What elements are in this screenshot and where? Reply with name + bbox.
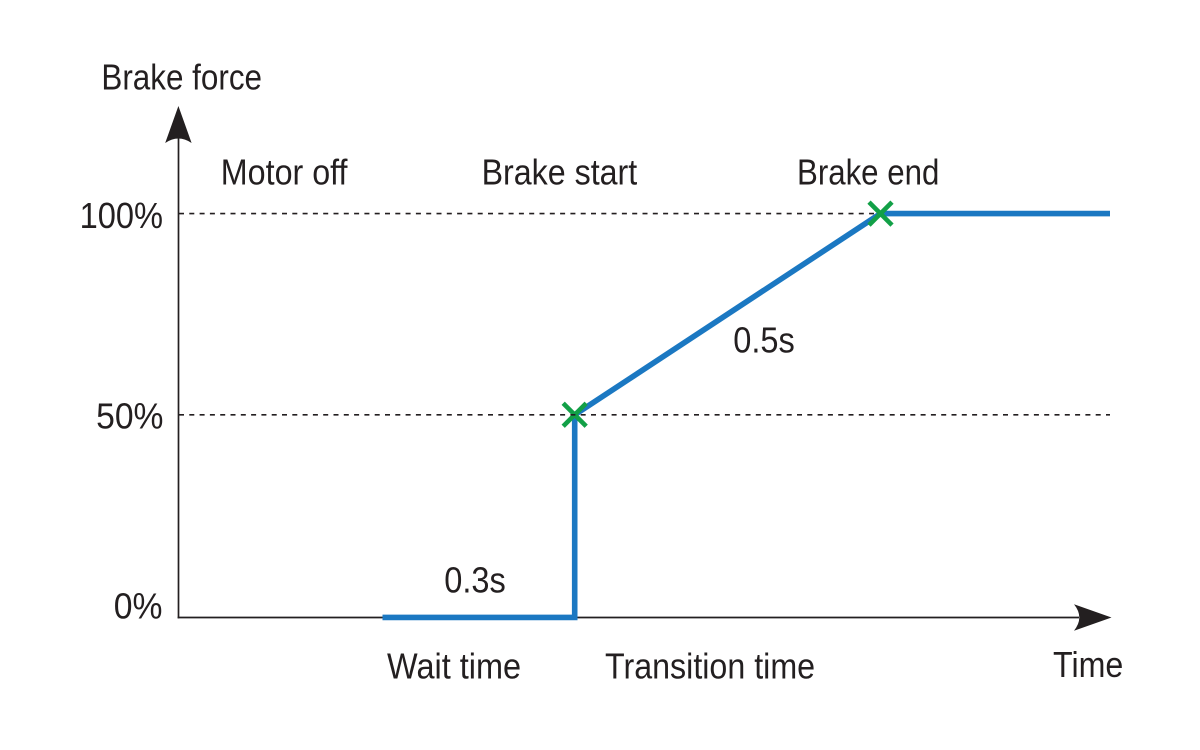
svg-text:Wait time: Wait time (387, 646, 521, 687)
svg-text:Motor off: Motor off (221, 152, 349, 193)
svg-text:100%: 100% (80, 195, 163, 236)
svg-text:Brake start: Brake start (482, 152, 638, 193)
svg-text:Time: Time (1053, 644, 1123, 685)
svg-text:Transition time: Transition time (605, 646, 815, 687)
svg-text:50%: 50% (96, 396, 163, 437)
svg-text:0%: 0% (114, 586, 163, 627)
svg-text:0.5s: 0.5s (733, 320, 795, 361)
svg-text:Brake end: Brake end (797, 152, 939, 193)
svg-text:Brake force: Brake force (101, 57, 262, 98)
svg-text:0.3s: 0.3s (444, 560, 506, 601)
